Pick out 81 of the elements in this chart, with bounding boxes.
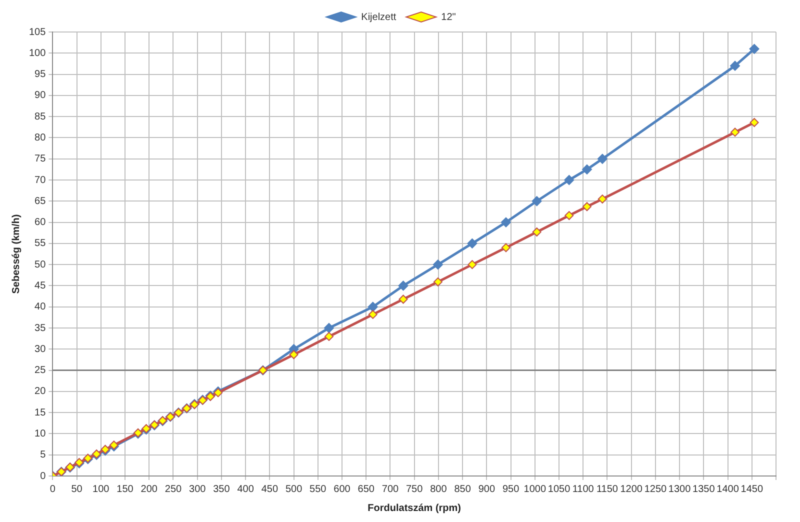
point: [598, 194, 607, 204]
y-tick-label: 95: [34, 69, 46, 80]
x-tick-label: 700: [382, 484, 400, 495]
y-tick-label: 40: [34, 302, 46, 313]
x-tick-label: 1200: [620, 484, 643, 495]
x-axis-title: Fordulatszám (rpm): [368, 502, 462, 514]
point: [749, 44, 760, 54]
x-tick-label: 150: [116, 484, 134, 495]
point: [324, 323, 334, 333]
x-tick-label: 400: [237, 484, 254, 495]
x-tick-label: 1350: [692, 484, 716, 495]
point: [289, 350, 298, 360]
point: [532, 196, 542, 206]
x-tick-label: 850: [454, 484, 472, 495]
point: [433, 277, 442, 286]
y-tick-label: 35: [34, 322, 46, 334]
y-tick-label: 5: [40, 450, 46, 461]
point: [368, 302, 378, 312]
y-tick-label: 50: [34, 259, 46, 270]
point: [324, 332, 334, 341]
point: [368, 310, 378, 319]
x-tick-label: 0: [50, 484, 56, 495]
x-tick-label: 350: [213, 484, 230, 495]
x-tick-label: 450: [261, 484, 278, 495]
x-tick-label: 100: [92, 484, 110, 495]
y-tick-label: 20: [34, 386, 46, 398]
point: [398, 294, 408, 304]
legend-label: Kijelzett: [361, 12, 396, 23]
point: [468, 260, 477, 270]
x-tick-label: 500: [285, 484, 303, 495]
x-tick-label: 50: [71, 484, 83, 495]
y-tick-label: 10: [34, 428, 46, 440]
y-tick-label: 25: [34, 365, 46, 376]
y-tick-label: 30: [34, 344, 46, 355]
x-tick-label: 1050: [548, 484, 571, 495]
x-tick-label: 300: [189, 484, 206, 495]
x-tick-label: 1000: [524, 484, 546, 495]
x-tick-label: 1150: [596, 484, 618, 495]
point: [597, 154, 608, 164]
y-tick-label: 80: [34, 132, 46, 144]
y-tick-label: 55: [34, 238, 46, 250]
y-tick-label: 100: [28, 48, 46, 59]
y-tick-label: 60: [34, 217, 46, 228]
y-tick-label: 75: [34, 154, 46, 165]
y-axis-title: Sebesség (km/h): [10, 214, 22, 294]
x-tick-label: 750: [406, 484, 424, 495]
point: [730, 128, 740, 137]
y-tick-label: 90: [34, 90, 46, 102]
point: [467, 238, 478, 248]
x-tick-label: 1450: [740, 484, 764, 495]
y-tick-label: 105: [28, 26, 46, 38]
y-tick-label: 65: [34, 196, 46, 207]
x-tick-label: 600: [334, 484, 351, 495]
point: [564, 211, 574, 220]
x-tick-label: 550: [310, 484, 327, 495]
point: [564, 175, 574, 185]
x-tick-label: 800: [430, 484, 448, 495]
y-tick-label: 45: [34, 280, 46, 292]
point: [582, 164, 592, 174]
x-tick-label: 1300: [668, 484, 692, 495]
point: [730, 60, 740, 71]
point: [582, 202, 592, 212]
point: [501, 243, 510, 252]
y-tick-label: 15: [34, 407, 46, 418]
x-tick-label: 200: [140, 484, 158, 495]
x-tick-label: 1100: [572, 484, 594, 495]
x-tick-label: 900: [478, 484, 496, 495]
x-tick-label: 950: [502, 484, 520, 495]
point: [750, 118, 759, 127]
point: [500, 217, 511, 228]
y-tick-label: 0: [40, 470, 46, 482]
point: [532, 228, 542, 237]
point: [398, 280, 408, 291]
x-tick-label: 1250: [644, 484, 668, 495]
legend-label: 12": [441, 12, 456, 23]
y-tick-label: 85: [34, 111, 46, 122]
y-tick-label: 70: [34, 174, 46, 186]
x-tick-label: 1400: [716, 484, 740, 495]
x-tick-label: 250: [164, 484, 182, 495]
x-tick-label: 650: [358, 484, 375, 495]
point: [432, 260, 443, 270]
